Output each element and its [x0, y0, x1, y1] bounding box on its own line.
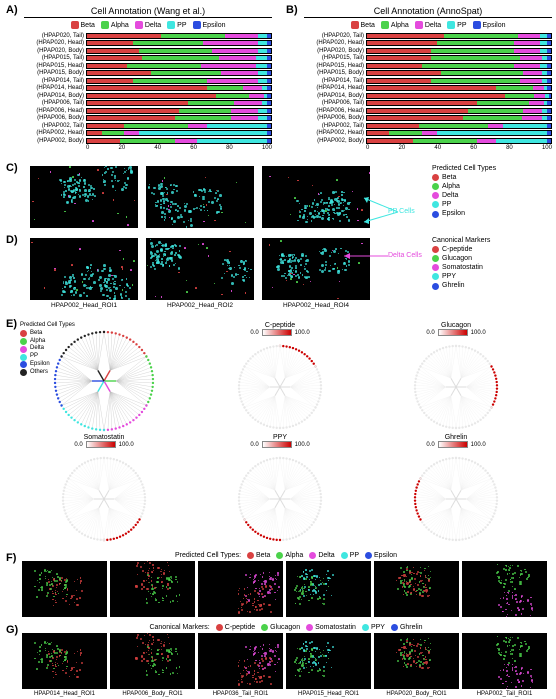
panel-c-img-1	[30, 166, 138, 228]
label-a: A)	[6, 4, 18, 16]
label-f: F)	[6, 552, 16, 564]
panel-d: HPAP002_Head_ROI1 HPAP002_Head_ROI2 HPAP…	[30, 238, 370, 309]
gradient-bar-icon	[262, 441, 292, 448]
pp-arrow-icon	[360, 196, 400, 226]
label-g: G)	[6, 624, 18, 636]
label-c: C)	[6, 162, 18, 174]
markers-legend-d: Canonical Markers C-peptideGlucagonSomat…	[432, 236, 490, 291]
gradient-bar-icon	[86, 441, 116, 448]
panel-b-title: Cell Annotation (AnnoSpat)	[304, 6, 552, 16]
label-d: D)	[6, 234, 18, 246]
panel-a-chart: (HPAP020, Tail)(HPAP020, Head)(HPAP020, …	[24, 32, 272, 151]
tree-colored	[18, 322, 190, 432]
gradient-bar-icon	[262, 329, 292, 336]
panel-d-label-3: HPAP002_Head_ROI4	[262, 302, 370, 309]
panel-a-title: Cell Annotation (Wang et al.)	[24, 6, 272, 16]
gradient-bar-icon	[438, 441, 468, 448]
tree-ppy-title: PPY	[273, 434, 287, 441]
tree-cpeptide	[194, 336, 366, 430]
delta-arrow-icon	[340, 250, 390, 264]
panel-g-legend-title: Canonical Markers:	[149, 624, 209, 631]
panel-f: Predicted Cell Types: BetaAlphaDeltaPPEp…	[22, 552, 550, 617]
panel-b-chart: (HPAP020, Tail)(HPAP020, Head)(HPAP020, …	[304, 32, 552, 151]
panel-c	[30, 166, 370, 228]
panel-f-images	[22, 561, 550, 617]
panel-b: Cell Annotation (AnnoSpat) BetaAlphaDelt…	[304, 6, 552, 151]
panel-g: Canonical Markers: C-peptideGlucagonSoma…	[22, 624, 550, 697]
panel-a-legend: BetaAlphaDeltaPPEpsilon	[24, 21, 272, 29]
tree-ghrelin-title: Ghrelin	[445, 434, 468, 441]
gradient-bar-icon	[438, 329, 468, 336]
tree-glucagon	[370, 336, 542, 430]
tree-ghrelin	[370, 448, 542, 542]
tree-ppy	[194, 448, 366, 542]
panel-c-img-3	[262, 166, 370, 228]
tree-glucagon-title: Glucagon	[441, 322, 471, 329]
panel-f-legend-title: Predicted Cell Types:	[175, 552, 241, 559]
panel-d-img-1	[30, 238, 138, 300]
panel-d-label-1: HPAP002_Head_ROI1	[30, 302, 138, 309]
panel-d-img-2	[146, 238, 254, 300]
tree-somatostatin-title: Somatostatin	[84, 434, 125, 441]
panel-c-img-2	[146, 166, 254, 228]
delta-cells-label: Delta Cells	[388, 252, 422, 259]
label-e: E)	[6, 318, 17, 330]
tree-somatostatin	[18, 448, 190, 542]
panel-g-labels: HPAP014_Head_ROI1HPAP006_Body_ROI1HPAP03…	[22, 691, 550, 697]
predicted-legend-c: Predicted Cell Types BetaAlphaDeltaPPEps…	[432, 164, 496, 219]
markers-legend-title: Canonical Markers	[432, 236, 490, 245]
panel-d-img-3	[262, 238, 370, 300]
panel-b-legend: BetaAlphaDeltaPPEpsilon	[304, 21, 552, 29]
panel-e: Predicted Cell Types BetaAlphaDeltaPPEps…	[18, 322, 548, 542]
tree-cpeptide-title: C-peptide	[265, 322, 295, 329]
panel-g-images	[22, 633, 550, 689]
panel-d-label-2: HPAP002_Head_ROI2	[146, 302, 254, 309]
panel-a: Cell Annotation (Wang et al.) BetaAlphaD…	[24, 6, 272, 151]
predicted-legend-title: Predicted Cell Types	[432, 164, 496, 173]
label-b: B)	[286, 4, 298, 16]
